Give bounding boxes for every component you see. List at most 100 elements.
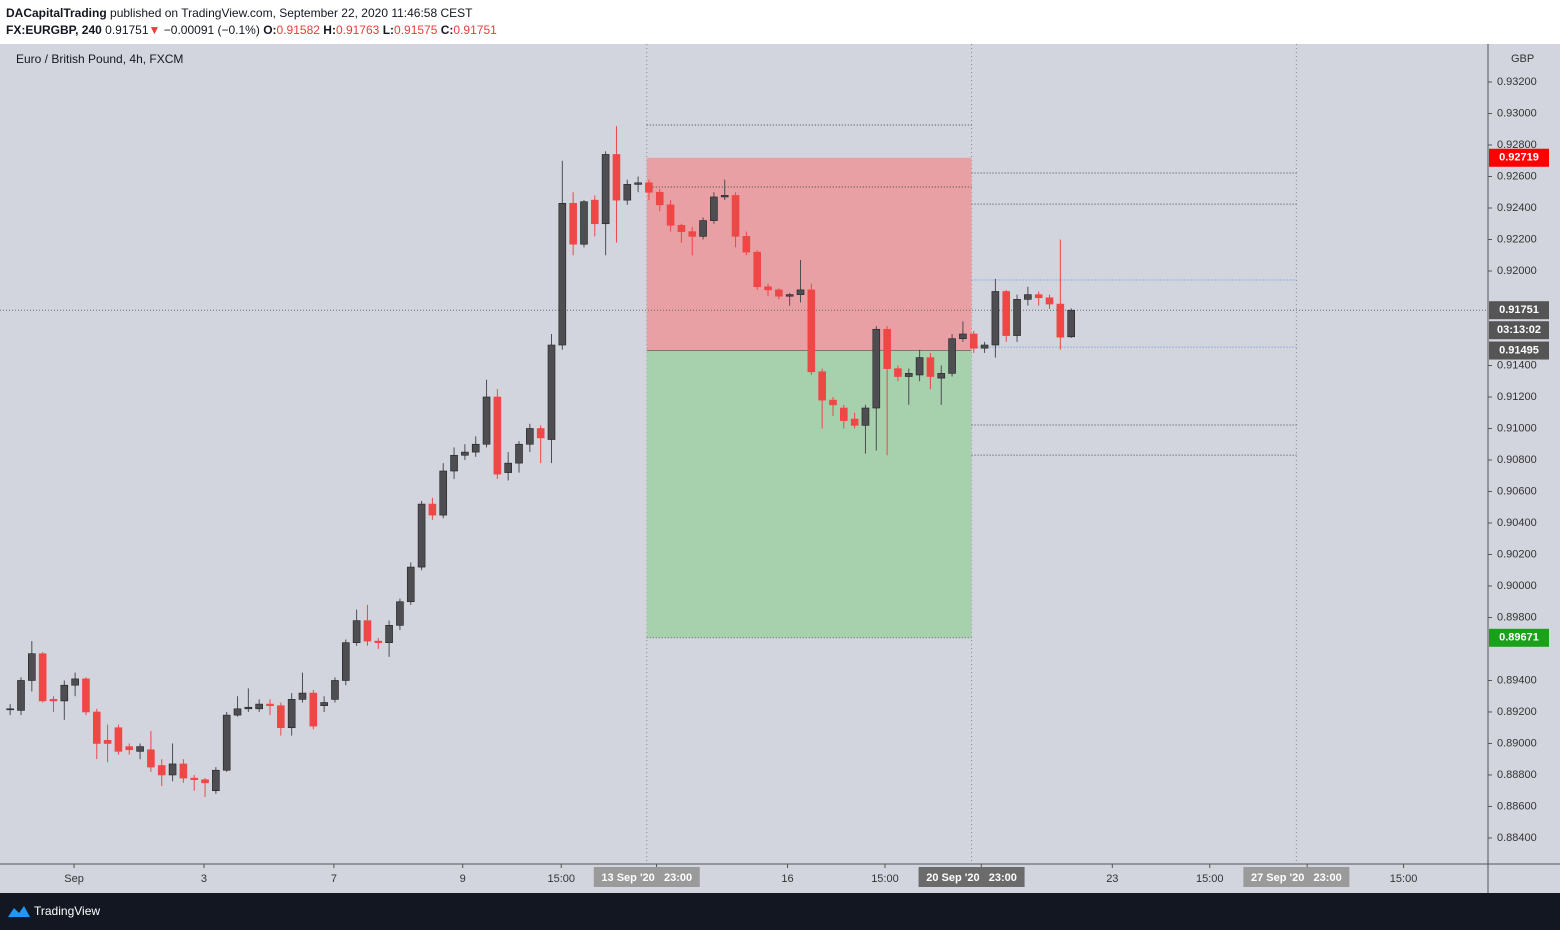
candle-body <box>829 399 837 406</box>
candle-body <box>309 692 318 727</box>
candle-body <box>493 396 502 475</box>
candle-body <box>298 692 307 700</box>
candle-body <box>731 195 740 237</box>
quote-line: FX:EURGBP, 240 0.91751▼ −0.00091 (−0.1%)… <box>6 22 1560 39</box>
candle-body <box>212 769 220 792</box>
candle-body <box>147 749 155 768</box>
candle-body <box>125 746 134 751</box>
candle-body <box>980 344 989 349</box>
c-label: C: <box>440 23 454 37</box>
y-tick-label: 0.90400 <box>1497 517 1537 529</box>
candle-body <box>201 779 209 784</box>
y-tick-label: 0.92800 <box>1497 139 1537 151</box>
candle-body <box>688 231 697 237</box>
h-label: H: <box>323 23 336 37</box>
candle-body <box>526 428 534 445</box>
candle-body <box>1045 297 1054 305</box>
candle-body <box>655 191 664 206</box>
last-price-label: 0.91751 <box>1499 304 1539 316</box>
x-tick-label: Sep <box>64 873 84 885</box>
currency: GBP <box>1511 53 1534 65</box>
y-tick-label: 0.89000 <box>1497 737 1537 749</box>
candle-body <box>482 396 491 445</box>
candle-body <box>612 154 621 201</box>
candle-body <box>580 201 588 245</box>
y-tick-label: 0.88400 <box>1497 832 1537 844</box>
candle-body <box>28 653 36 681</box>
candle-body <box>926 357 935 377</box>
y-tick-label: 0.91000 <box>1497 422 1537 434</box>
candle-body <box>49 699 58 702</box>
y-tick-label: 0.93200 <box>1497 76 1537 88</box>
candle-body <box>699 220 707 237</box>
y-tick-label: 0.88800 <box>1497 769 1537 781</box>
y-tick-label: 0.89400 <box>1497 674 1537 686</box>
candle-body <box>623 184 632 201</box>
candle-body <box>363 620 372 642</box>
symbol: FX:EURGBP, 240 <box>6 23 102 37</box>
candle-body <box>959 333 967 340</box>
countdown-label: 03:13:02 <box>1497 324 1541 336</box>
candle-body <box>82 678 90 713</box>
marker-label-box <box>593 867 700 887</box>
candle-body <box>396 601 404 626</box>
candle-body <box>352 620 361 643</box>
candle-body <box>645 182 653 193</box>
candle-body <box>558 202 567 346</box>
y-tick-label: 0.90000 <box>1497 580 1537 592</box>
x-tick-label: 23 <box>1106 873 1118 885</box>
candle-body <box>601 154 610 225</box>
candle-body <box>796 289 805 295</box>
candle-body <box>103 740 112 744</box>
candle-body <box>634 182 642 185</box>
candle-body <box>764 286 772 291</box>
change: −0.00091 (−0.1%) <box>163 23 260 37</box>
candle-body <box>547 344 556 440</box>
y-tick-label: 0.90600 <box>1497 485 1537 497</box>
x-tick-label: 15:00 <box>547 873 575 885</box>
candle-body <box>244 706 253 710</box>
y-tick-label: 0.91200 <box>1497 391 1537 403</box>
candle-body <box>720 195 729 198</box>
candle-body <box>1056 303 1065 338</box>
candle-body <box>591 199 599 225</box>
last: 0.91751 <box>105 23 149 37</box>
close: 0.91751 <box>453 23 497 37</box>
x-tick-label: 15:00 <box>1390 873 1418 885</box>
y-tick-label: 0.90800 <box>1497 454 1537 466</box>
candle-body <box>190 777 199 780</box>
candle-body <box>915 357 924 376</box>
candle-body <box>1024 294 1032 300</box>
candle-body <box>450 454 458 472</box>
x-tick-label: 15:00 <box>871 873 899 885</box>
candle-body <box>266 703 274 706</box>
candle-body <box>840 407 848 421</box>
candle-body <box>374 640 383 643</box>
candle-body <box>1002 291 1011 336</box>
y-tick-label: 0.92600 <box>1497 170 1537 182</box>
y-tick-label: 0.89800 <box>1497 611 1537 623</box>
x-tick-label: 7 <box>331 873 337 885</box>
candle-body <box>428 503 437 516</box>
y-tick-label: 0.92400 <box>1497 202 1537 214</box>
candle-body <box>439 470 448 516</box>
chart-title: Euro / British Pound, 4h, FXCM <box>16 52 183 66</box>
last-price-label-box <box>1489 301 1549 320</box>
candle-body <box>341 642 350 681</box>
y-tick-label: 0.91400 <box>1497 359 1537 371</box>
candle-body <box>461 451 469 456</box>
candle-body <box>406 566 415 603</box>
y-tick-label: 0.92000 <box>1497 265 1537 277</box>
candle-body <box>1034 294 1043 299</box>
open: 0.91582 <box>276 23 320 37</box>
candle-body <box>92 711 101 744</box>
y-tick-label: 0.88600 <box>1497 800 1537 812</box>
candle-body <box>385 625 393 643</box>
candle-body <box>991 291 1000 346</box>
target-label: 0.89671 <box>1499 632 1539 644</box>
candle-body <box>471 443 480 453</box>
publish-line: DACapitalTrading published on TradingVie… <box>6 5 1560 22</box>
candle-body <box>331 680 339 700</box>
marker-label-box <box>918 867 1025 887</box>
candle-body <box>504 462 512 473</box>
